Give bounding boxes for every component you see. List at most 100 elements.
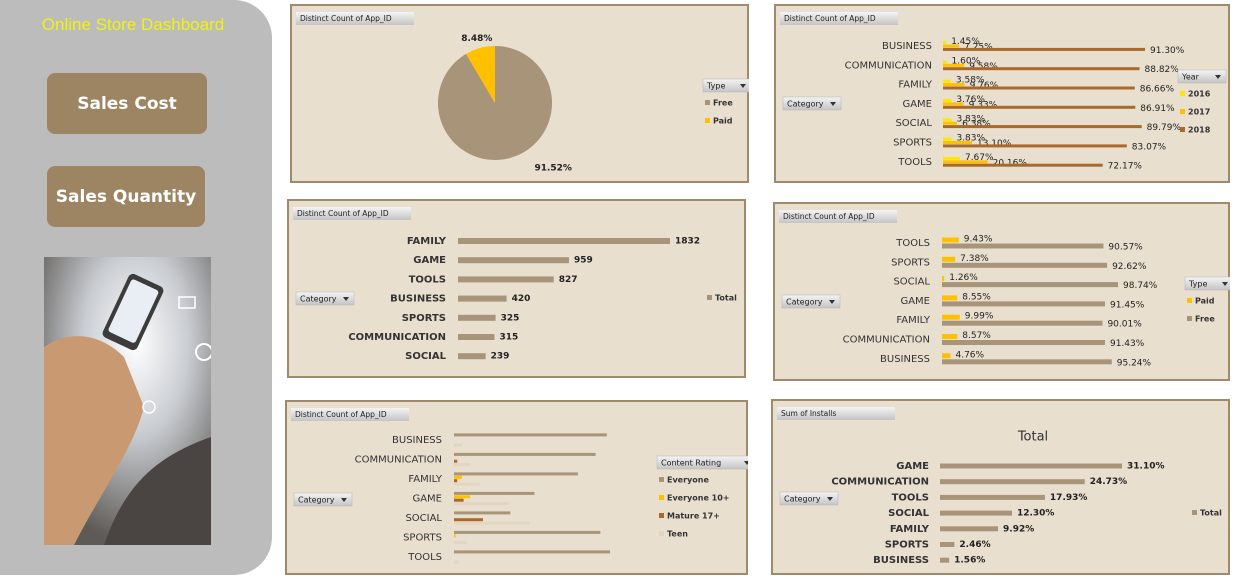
bar-value-label: 90.01%	[1107, 320, 1142, 330]
legend-swatch	[659, 477, 664, 482]
category-filter-button-arrow	[830, 102, 836, 106]
chart-header: Distinct Count of App_ID	[295, 410, 387, 419]
bar-value-label: 9.58%	[969, 62, 998, 72]
bar	[943, 160, 988, 164]
legend-swatch	[1192, 510, 1197, 515]
category-label: SOCIAL	[888, 508, 930, 519]
bar	[454, 482, 480, 486]
bar	[943, 163, 1103, 167]
bar	[454, 491, 535, 495]
category-label: SPORTS	[893, 138, 932, 149]
legend-label: Free	[1195, 315, 1215, 324]
legend-title[interactable]: Year	[1181, 73, 1200, 82]
bar-value-label: 7.25%	[964, 43, 993, 53]
bar-value-label: 9.33%	[969, 100, 998, 110]
pie-value-label: 8.48%	[461, 34, 492, 44]
header-tab	[291, 408, 409, 421]
category-filter-button-bg	[782, 96, 842, 111]
bar-value-label: 8.55%	[962, 292, 991, 302]
bar	[942, 340, 1105, 345]
bar-value-label: 6.38%	[962, 120, 991, 130]
bar	[454, 495, 471, 499]
bar-value-label: 827	[559, 275, 578, 285]
chart-panel: Distinct Count of App_ID 91.52% 8.48% Type F…	[290, 4, 752, 187]
bar-value-label: 8.57%	[962, 331, 991, 341]
legend-title[interactable]: Type	[706, 82, 725, 91]
legend-swatch	[1180, 109, 1185, 114]
category-label: COMMUNICATION	[348, 332, 446, 343]
legend-swatch	[1180, 127, 1185, 132]
category-label: FAMILY	[896, 315, 930, 326]
header-tab	[777, 407, 895, 420]
bar-value-label: 1832	[675, 237, 700, 247]
legend-label: 2017	[1188, 108, 1210, 117]
bar-value-label: 1.26%	[949, 273, 978, 283]
category-label: COMMUNICATION	[843, 335, 930, 346]
bar	[454, 472, 578, 476]
bar	[458, 276, 554, 283]
category-label: COMMUNICATION	[845, 60, 932, 71]
sidebar: Online Store Dashboard Sales Cost Sales …	[0, 0, 272, 575]
panel-background	[774, 4, 1230, 183]
bar	[942, 282, 1118, 288]
bar	[943, 79, 951, 83]
bar	[454, 443, 463, 447]
bar	[943, 86, 1135, 90]
category-label: GAME	[412, 494, 442, 505]
bar	[454, 518, 483, 522]
header-tab	[293, 207, 411, 220]
bar-value-label: 1.45%	[951, 37, 980, 47]
chart: Sum of Installs Total GAME 31.10% COMMUNICAT…	[771, 399, 1230, 575]
bar	[458, 314, 496, 321]
bar	[942, 334, 958, 339]
category-label: SPORTS	[403, 533, 442, 544]
bar	[940, 542, 955, 547]
bar-value-label: 325	[501, 313, 520, 323]
bar-value-label: 83.07%	[1132, 142, 1167, 152]
bar-value-label: 959	[574, 256, 593, 266]
category-filter-button[interactable]: Category	[787, 100, 824, 109]
category-label: GAME	[413, 255, 446, 266]
bar-value-label: 1.56%	[954, 556, 985, 566]
sales-quantity-button[interactable]: Sales Quantity	[47, 166, 205, 227]
category-filter-button[interactable]: Category	[786, 298, 823, 307]
category-filter-button[interactable]: Category	[298, 496, 335, 505]
category-label: BUSINESS	[390, 294, 446, 305]
pie-value-label: 91.52%	[534, 164, 572, 174]
bar-value-label: 9.92%	[1003, 524, 1034, 534]
category-filter-button[interactable]: Category	[300, 295, 337, 304]
category-label: FAMILY	[890, 524, 930, 535]
bar-value-label: 88.82%	[1145, 65, 1180, 75]
bar-value-label: 89.79%	[1147, 123, 1182, 133]
bar	[454, 534, 456, 538]
bar	[454, 498, 464, 502]
bar	[942, 359, 1112, 365]
chart-panel: Distinct Count of App_ID BUSINESS COMMUNIC…	[285, 400, 756, 579]
legend-title[interactable]: Content Rating	[661, 459, 721, 468]
bar	[454, 475, 463, 479]
sales-cost-button[interactable]: Sales Cost	[47, 73, 207, 134]
category-label: GAME	[900, 296, 930, 307]
category-label: BUSINESS	[392, 435, 442, 446]
category-filter-button[interactable]: Category	[784, 495, 821, 504]
bar-value-label: 7.67%	[965, 153, 994, 163]
chart-header: Distinct Count of App_ID	[784, 14, 876, 23]
bar	[940, 463, 1122, 469]
bar	[454, 511, 511, 515]
bar	[943, 41, 947, 45]
legend-swatch	[707, 295, 712, 300]
bar	[458, 257, 569, 264]
legend-swatch	[1187, 316, 1192, 321]
category-label: COMMUNICATION	[831, 477, 929, 488]
bar-value-label: 95.24%	[1117, 358, 1152, 368]
legend-title-arrow	[1215, 75, 1221, 79]
bar-value-label: 3.76%	[956, 95, 985, 105]
category-label: BUSINESS	[882, 41, 932, 52]
bar	[943, 118, 952, 122]
legend-label: 2016	[1188, 90, 1211, 99]
bar	[454, 502, 509, 506]
legend-label: Paid	[713, 117, 733, 126]
category-label: TOOLS	[407, 552, 442, 563]
legend-title[interactable]: Type	[1188, 280, 1207, 289]
panel-background	[287, 199, 746, 378]
